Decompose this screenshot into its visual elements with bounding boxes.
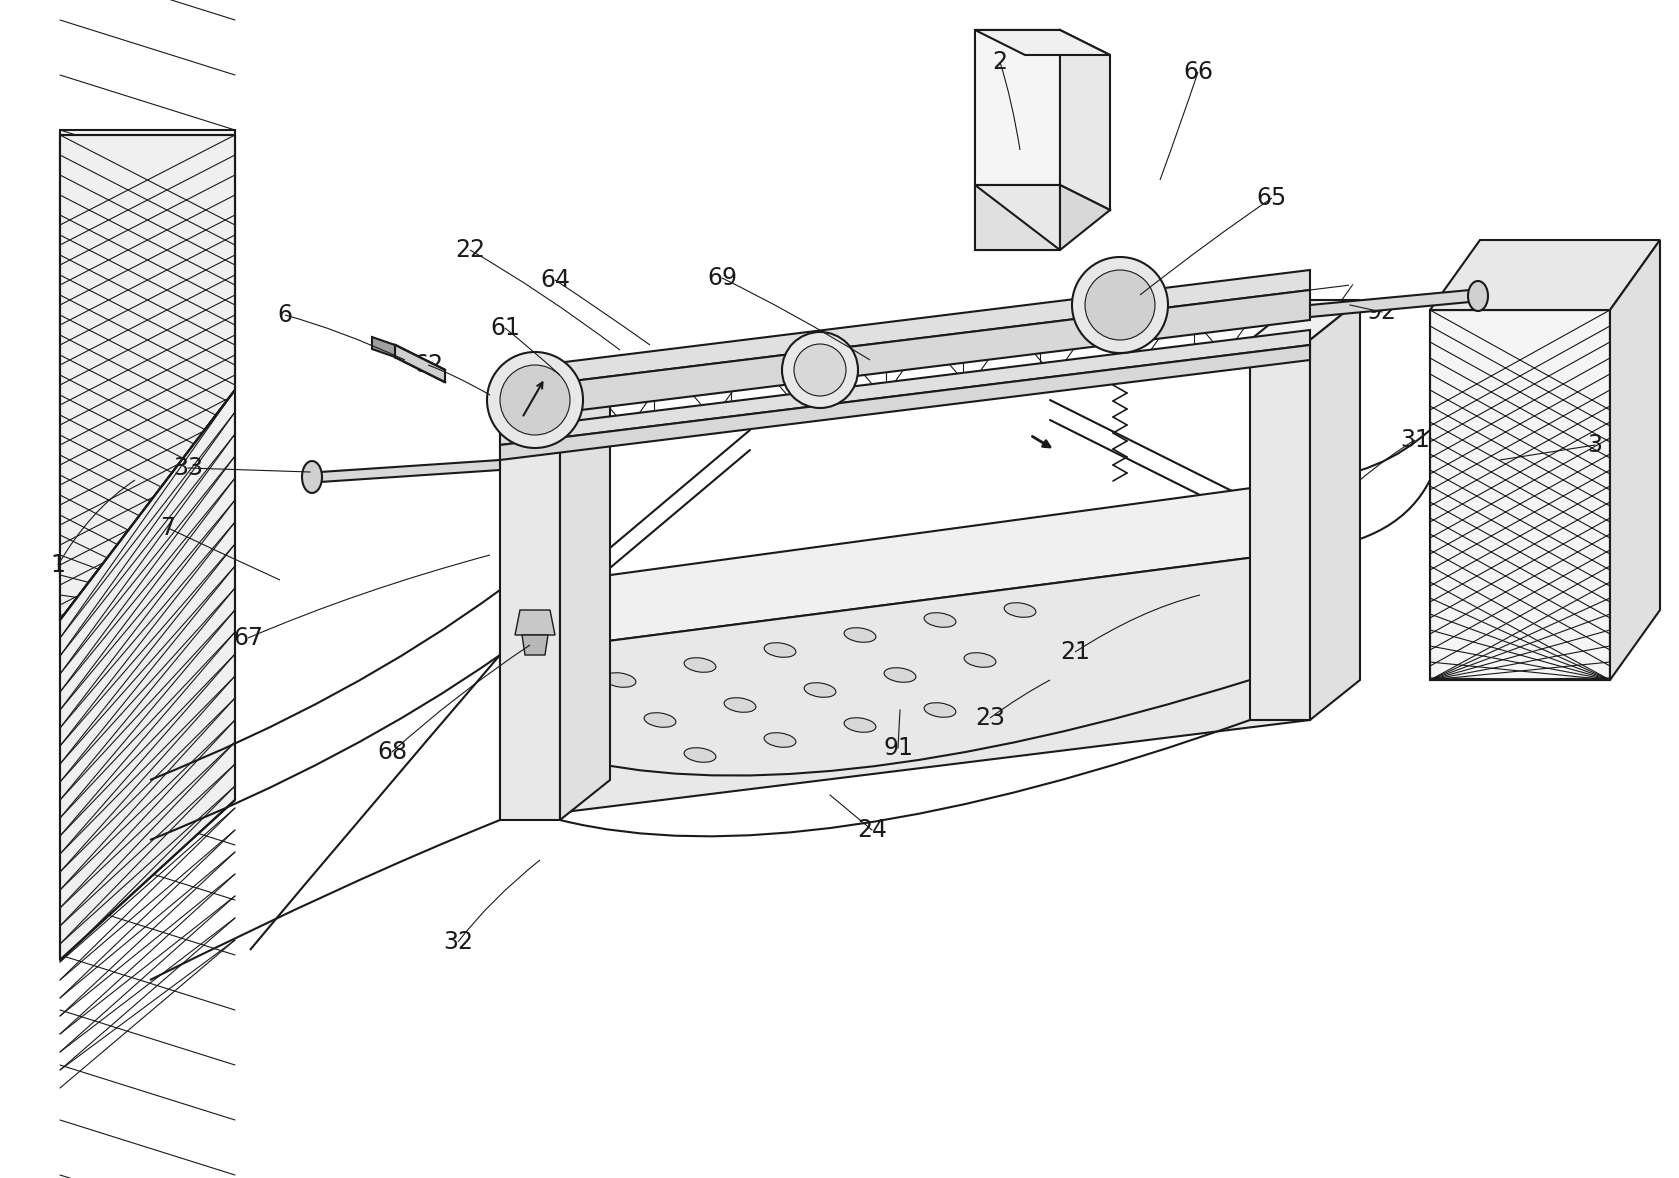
Text: 32: 32 [443, 929, 473, 954]
Ellipse shape [764, 643, 796, 657]
Ellipse shape [964, 653, 996, 667]
Text: 33: 33 [173, 456, 203, 479]
Text: 6: 6 [277, 303, 292, 327]
Ellipse shape [923, 613, 955, 627]
Text: 62: 62 [413, 353, 443, 377]
Polygon shape [500, 380, 609, 421]
Polygon shape [500, 270, 1310, 390]
Text: 23: 23 [975, 706, 1006, 730]
Polygon shape [975, 29, 1110, 55]
Polygon shape [1059, 185, 1110, 250]
Polygon shape [561, 380, 609, 820]
Polygon shape [373, 337, 395, 357]
Polygon shape [515, 610, 556, 635]
Text: 7: 7 [161, 516, 176, 540]
Polygon shape [500, 550, 1310, 820]
Text: 24: 24 [856, 818, 887, 842]
Polygon shape [500, 345, 1310, 459]
Text: 1: 1 [50, 552, 65, 577]
Ellipse shape [604, 673, 636, 687]
Polygon shape [395, 345, 445, 382]
Ellipse shape [1004, 603, 1036, 617]
Ellipse shape [1467, 282, 1488, 311]
Polygon shape [321, 459, 500, 482]
Ellipse shape [724, 697, 756, 713]
Ellipse shape [302, 461, 322, 494]
Polygon shape [60, 390, 235, 960]
Polygon shape [1249, 340, 1310, 720]
Text: 66: 66 [1184, 60, 1212, 84]
Text: 31: 31 [1400, 428, 1431, 452]
Polygon shape [1249, 300, 1360, 340]
Circle shape [487, 352, 583, 448]
Text: 64: 64 [541, 269, 569, 292]
Polygon shape [1310, 300, 1360, 720]
Circle shape [1071, 257, 1169, 353]
Polygon shape [1431, 240, 1661, 310]
Ellipse shape [804, 683, 836, 697]
Polygon shape [500, 290, 1310, 421]
Circle shape [500, 365, 569, 435]
Ellipse shape [885, 668, 915, 682]
Polygon shape [975, 185, 1059, 250]
Text: 92: 92 [1367, 300, 1397, 324]
Ellipse shape [845, 717, 876, 733]
Ellipse shape [683, 748, 715, 762]
Text: 67: 67 [233, 626, 264, 650]
Circle shape [794, 344, 846, 396]
Text: 91: 91 [883, 736, 913, 760]
Polygon shape [1310, 290, 1471, 317]
Polygon shape [1431, 310, 1610, 680]
Polygon shape [500, 330, 1310, 445]
Polygon shape [500, 479, 1310, 655]
Text: 68: 68 [378, 740, 406, 765]
Text: 2: 2 [992, 49, 1007, 74]
Text: 3: 3 [1588, 434, 1602, 457]
Polygon shape [60, 135, 235, 620]
Polygon shape [975, 29, 1059, 185]
Ellipse shape [764, 733, 796, 747]
Ellipse shape [845, 628, 876, 642]
Circle shape [782, 332, 858, 408]
Polygon shape [975, 185, 1059, 250]
Polygon shape [500, 421, 561, 820]
Text: 22: 22 [455, 238, 485, 262]
Ellipse shape [683, 657, 715, 673]
Polygon shape [1610, 240, 1661, 680]
Circle shape [1085, 270, 1155, 340]
Polygon shape [60, 130, 235, 620]
Text: 69: 69 [707, 266, 737, 290]
Ellipse shape [923, 703, 955, 717]
Text: 61: 61 [490, 316, 520, 340]
Polygon shape [522, 635, 547, 655]
Text: 21: 21 [1059, 640, 1090, 664]
Polygon shape [1059, 29, 1110, 210]
Ellipse shape [645, 713, 677, 727]
Text: 65: 65 [1258, 186, 1288, 210]
